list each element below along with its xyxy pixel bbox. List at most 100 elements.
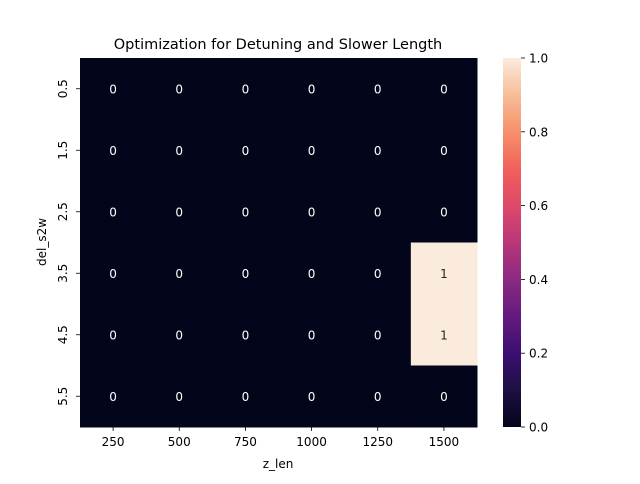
colorbar-tick-label: 0.0 [529, 421, 548, 435]
heatmap-cell [146, 365, 213, 428]
heatmap-cell [410, 181, 478, 243]
heatmap-cell [146, 242, 213, 305]
cell-annotation: 0 [440, 144, 448, 158]
cell-annotation: 0 [308, 205, 316, 219]
cell-annotation: 0 [175, 390, 183, 404]
cell-annotation: 0 [374, 328, 382, 342]
cell-annotation: 0 [242, 144, 250, 158]
y-tick-label: 3.5 [56, 264, 70, 283]
y-tick-label: 1.5 [56, 141, 70, 160]
heatmap-cell [80, 242, 147, 305]
heatmap-cell [344, 119, 412, 182]
heatmap-cell [278, 119, 346, 182]
heatmap-cells [80, 58, 478, 428]
cell-annotation: 0 [308, 144, 316, 158]
cell-annotation: 0 [374, 205, 382, 219]
cell-annotation: 1 [440, 328, 448, 342]
cell-annotation: 0 [308, 328, 316, 342]
cell-annotation: 0 [242, 328, 250, 342]
heatmap-cell [80, 58, 147, 120]
y-tick-label: 0.5 [56, 79, 70, 98]
heatmap-cell [278, 242, 346, 305]
heatmap-cell [212, 119, 279, 182]
cell-annotation: 0 [374, 267, 382, 281]
heatmap-cell [410, 242, 478, 305]
cell-annotations: 0 0 0 0 0 0 0 0 0 0 0 0 0 0 0 0 0 0 0 0 0 0 0 1 0 0 0 0 0 1 0 0 0 0 0 0 [109, 82, 447, 404]
y-tick-label: 5.5 [56, 387, 70, 406]
colorbar-tick-label: 0.2 [529, 347, 548, 361]
x-tick-label: 1250 [362, 435, 393, 449]
colorbar [503, 58, 521, 427]
heatmap-cell [212, 58, 279, 120]
heatmap-cell [80, 181, 147, 243]
heatmap-cell [344, 181, 412, 243]
colorbar-tick-label: 0.4 [529, 273, 548, 287]
x-tick-label: 500 [168, 435, 191, 449]
cell-annotation: 0 [109, 144, 117, 158]
y-axis-label: del_s2w [35, 218, 49, 266]
cell-annotation: 0 [242, 390, 250, 404]
x-tick-label: 1500 [429, 435, 460, 449]
heatmap-cell [278, 304, 346, 366]
cell-annotation: 0 [109, 328, 117, 342]
heatmap-cell [212, 304, 279, 366]
cell-annotation: 0 [175, 144, 183, 158]
x-axis-ticks: 250 500 750 1000 1250 1500 [102, 427, 460, 449]
colorbar-tick-label: 1.0 [529, 52, 548, 66]
cell-annotation: 0 [308, 82, 316, 96]
cell-annotation: 0 [440, 82, 448, 96]
x-axis-label: z_len [263, 457, 294, 471]
cell-annotation: 1 [440, 267, 448, 281]
x-tick-label: 1000 [296, 435, 327, 449]
heatmap-cell [410, 58, 478, 120]
heatmap-cell [344, 58, 412, 120]
heatmap-cell [344, 304, 412, 366]
heatmap-cell [146, 58, 213, 120]
heatmap-cell [278, 365, 346, 428]
heatmap-cell [278, 58, 346, 120]
heatmap-cell [344, 365, 412, 428]
heatmap-cell [212, 181, 279, 243]
chart-title: Optimization for Detuning and Slower Len… [114, 37, 442, 53]
heatmap-cell [212, 242, 279, 305]
cell-annotation: 0 [175, 205, 183, 219]
cell-annotation: 0 [242, 267, 250, 281]
heatmap-cell [344, 242, 412, 305]
y-axis-ticks: 0.5 1.5 2.5 3.5 4.5 5.5 [56, 79, 80, 406]
cell-annotation: 0 [109, 267, 117, 281]
heatmap-cell [80, 304, 147, 366]
cell-annotation: 0 [374, 390, 382, 404]
cell-annotation: 0 [175, 328, 183, 342]
heatmap-cell [146, 304, 213, 366]
cell-annotation: 0 [175, 267, 183, 281]
cell-annotation: 0 [308, 267, 316, 281]
y-tick-label: 4.5 [56, 325, 70, 344]
cell-annotation: 0 [242, 205, 250, 219]
heatmap-cell [410, 119, 478, 182]
heatmap-cell [80, 119, 147, 182]
cell-annotation: 0 [374, 82, 382, 96]
cell-annotation: 0 [440, 390, 448, 404]
x-tick-label: 250 [102, 435, 125, 449]
colorbar-ticks: 0.0 0.2 0.4 0.6 0.8 1.0 [521, 52, 548, 435]
cell-annotation: 0 [308, 390, 316, 404]
heatmap-cell [146, 181, 213, 243]
heatmap-cell [278, 181, 346, 243]
y-tick-label: 2.5 [56, 202, 70, 221]
heatmap-cell [410, 365, 478, 428]
heatmap-cell [410, 304, 478, 366]
heatmap-cell [212, 365, 279, 428]
cell-annotation: 0 [374, 144, 382, 158]
colorbar-tick-label: 0.6 [529, 199, 548, 213]
heatmap-cell [80, 365, 147, 428]
cell-annotation: 0 [109, 205, 117, 219]
cell-annotation: 0 [175, 82, 183, 96]
heatmap-cell [146, 119, 213, 182]
cell-annotation: 0 [440, 205, 448, 219]
cell-annotation: 0 [242, 82, 250, 96]
x-tick-label: 750 [234, 435, 257, 449]
cell-annotation: 0 [109, 390, 117, 404]
cell-annotation: 0 [109, 82, 117, 96]
